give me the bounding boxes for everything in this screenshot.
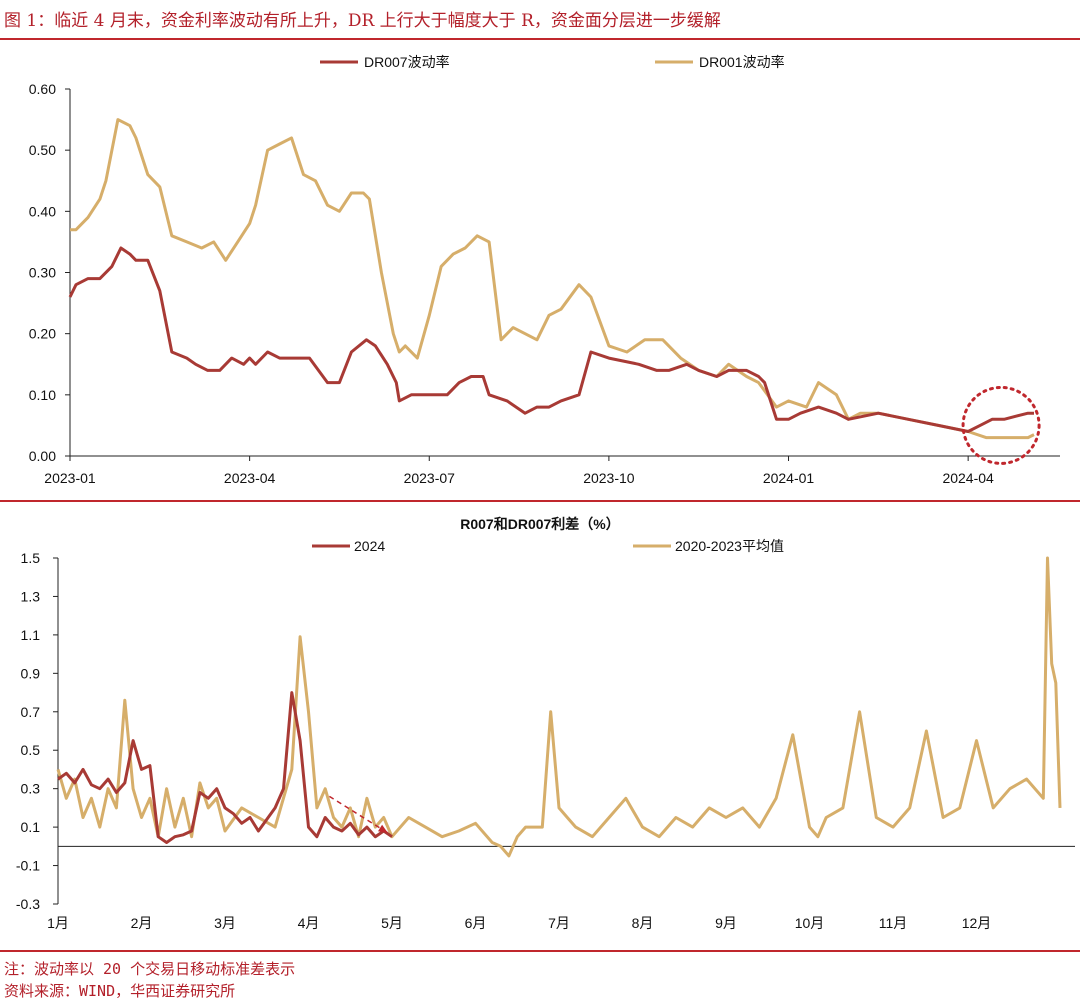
- x-tick-label: 2月: [131, 915, 153, 931]
- x-tick-label: 10月: [795, 915, 825, 931]
- trend-arrow-line: [328, 795, 389, 834]
- highlight-circle: [961, 385, 1041, 465]
- x-tick-label: 2023-10: [583, 470, 635, 486]
- source-note: 资料来源：WIND，华西证券研究所: [4, 982, 236, 1000]
- middle-rule: [0, 500, 1080, 502]
- y-tick-label: 0.9: [21, 665, 41, 681]
- bottom-rule: [0, 950, 1080, 952]
- chart-title: R007和DR007利差（%）: [460, 516, 620, 532]
- x-tick-label: 4月: [298, 915, 320, 931]
- y-tick-label: 0.60: [29, 81, 56, 97]
- y-tick-label: -0.3: [16, 896, 40, 912]
- volatility-chart: 0.00 0.10 0.20 0.30 0.40 0.50 0.60 2023-01 2023-…: [29, 54, 1060, 486]
- x-tick-label: 6月: [465, 915, 487, 931]
- y-tick-label: 1.3: [21, 588, 41, 604]
- y-tick-label: 0.1: [21, 819, 41, 835]
- figure-title: 图 1：临近 4 月末，资金利率波动有所上升，DR 上行大于幅度大于 R，资金面…: [4, 11, 721, 31]
- legend-label: DR001波动率: [699, 54, 785, 70]
- legend-label: 2020-2023平均值: [675, 538, 784, 554]
- x-tick-label: 1月: [47, 915, 69, 931]
- x-tick-label: 2023-04: [224, 470, 276, 486]
- trend-arrow-head: [378, 824, 388, 833]
- x-tick-label: 2023-01: [44, 470, 96, 486]
- y-tick-label: 0.40: [29, 203, 56, 219]
- x-tick-label: 2024-01: [763, 470, 815, 486]
- legend-label: DR007波动率: [364, 54, 450, 70]
- y-tick-label: 0.7: [21, 704, 41, 720]
- series-line-dr001: [70, 118, 1035, 440]
- x-tick-label: 2024-04: [942, 470, 994, 486]
- x-tick-label: 12月: [962, 915, 992, 931]
- y-tick-label: 1.5: [21, 550, 41, 566]
- y-tick-label: 0.5: [21, 742, 41, 758]
- top-rule: [0, 38, 1080, 40]
- x-tick-label: 7月: [548, 915, 570, 931]
- series-line-2024: [57, 691, 393, 844]
- x-tick-label: 9月: [715, 915, 737, 931]
- x-tick-label: 2023-07: [404, 470, 456, 486]
- y-tick-label: 0.20: [29, 326, 56, 342]
- x-tick-label: 8月: [632, 915, 654, 931]
- legend-label: 2024: [354, 538, 385, 554]
- y-tick-label: 1.1: [21, 627, 41, 643]
- y-tick-label: 0.3: [21, 781, 41, 797]
- y-tick-label: -0.1: [16, 858, 40, 874]
- y-tick-label: 0.30: [29, 265, 56, 281]
- x-tick-label: 11月: [879, 915, 908, 931]
- spread-chart: R007和DR007利差（%） -0.3 -0.1 0.1 0.3 0.5 0.7 0.9 1.…: [16, 516, 1075, 931]
- y-tick-label: 0.00: [29, 448, 56, 464]
- x-tick-label: 5月: [381, 915, 403, 931]
- y-tick-label: 0.50: [29, 142, 56, 158]
- series-line-average: [56, 556, 1062, 858]
- x-tick-label: 3月: [214, 915, 236, 931]
- y-tick-label: 0.10: [29, 387, 56, 403]
- footnote: 注：波动率以 20 个交易日移动标准差表示: [4, 960, 296, 978]
- series-line-dr007: [68, 246, 1034, 433]
